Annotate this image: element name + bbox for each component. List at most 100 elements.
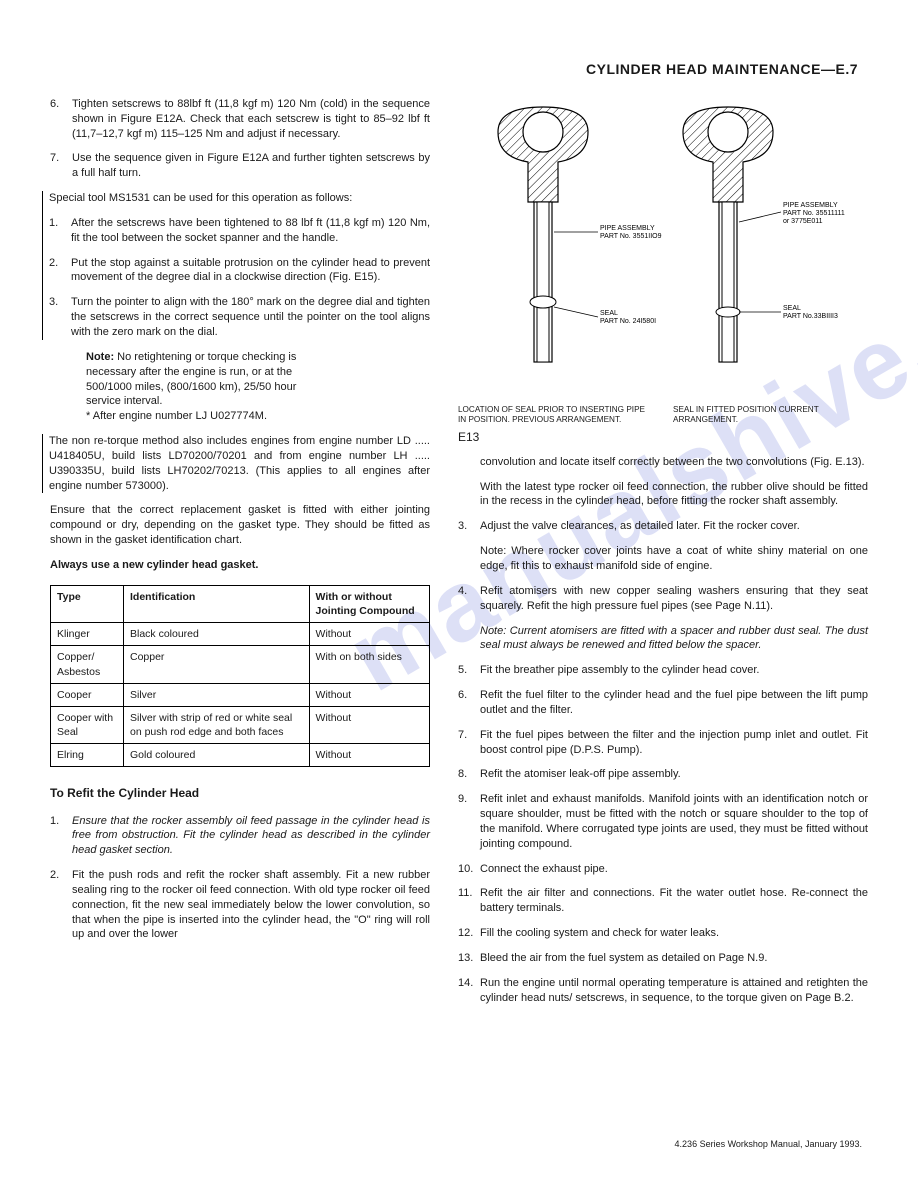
item-num: 6. <box>50 97 72 142</box>
item-text: Use the sequence given in Figure E12A an… <box>72 151 430 181</box>
note-label: Note: <box>86 351 114 363</box>
item-num: 8. <box>458 767 480 782</box>
item-text: Tighten setscrews to 88lbf ft (11,8 kgf … <box>72 97 430 142</box>
item-num: 10. <box>458 862 480 877</box>
right-column: PIPE ASSEMBLY PART No. 3551IIO9 SEAL PAR… <box>458 97 868 1016</box>
cell: Cooper with Seal <box>51 706 124 743</box>
cell: Without <box>309 744 429 767</box>
cell: Copper/ Asbestos <box>51 646 124 683</box>
item-num: 3. <box>458 519 480 534</box>
label-left-seal: SEAL <box>600 310 618 317</box>
note-block: Note: No retightening or torque checking… <box>50 350 430 424</box>
item-num: 1. <box>49 216 71 246</box>
figure-id: E13 <box>458 429 868 445</box>
list-right: 3.Adjust the valve clearances, as detail… <box>458 519 868 534</box>
list-tighten: 6.Tighten setscrews to 88lbf ft (11,8 kg… <box>50 97 430 181</box>
figure-e13: PIPE ASSEMBLY PART No. 3551IIO9 SEAL PAR… <box>458 97 868 397</box>
cell: Copper <box>123 646 309 683</box>
figure-captions: LOCATION OF SEAL PRIOR TO INSERTING PIPE… <box>458 405 868 425</box>
caption-left: LOCATION OF SEAL PRIOR TO INSERTING PIPE… <box>458 405 653 425</box>
note-line: necessary after the engine is run, or at… <box>86 365 430 380</box>
item-text: Refit atomisers with new copper sealing … <box>480 584 868 614</box>
cell: Gold coloured <box>123 744 309 767</box>
item-num: 1. <box>50 814 72 859</box>
col-type: Type <box>51 585 124 622</box>
item-num: 3. <box>49 295 71 340</box>
cell: Black coloured <box>123 623 309 646</box>
table-row: Copper/ Asbestos Copper With on both sid… <box>51 646 430 683</box>
item-num: 12. <box>458 926 480 941</box>
item-num: 7. <box>458 728 480 758</box>
page-title: CYLINDER HEAD MAINTENANCE—E.7 <box>50 60 858 79</box>
label-left-pipe: PIPE ASSEMBLY <box>600 225 655 232</box>
cell: Without <box>309 683 429 706</box>
list-tool-steps: 1.After the setscrews have been tightene… <box>49 216 430 340</box>
pipe-diagram-svg: PIPE ASSEMBLY PART No. 3551IIO9 SEAL PAR… <box>458 97 848 397</box>
col-compound: With or without Jointing Compound <box>309 585 429 622</box>
item-text: Fill the cooling system and check for wa… <box>480 926 868 941</box>
non-retorque-paragraph: The non re-torque method also includes e… <box>49 434 430 493</box>
note-line: No retightening or torque checking is <box>117 351 296 363</box>
item-text: After the setscrews have been tightened … <box>71 216 430 246</box>
note-line: 500/1000 miles, (800/1600 km), 25/50 hou… <box>86 380 430 395</box>
item-text: Turn the pointer to align with the 180° … <box>71 295 430 340</box>
item-num: 4. <box>458 584 480 614</box>
cell: Klinger <box>51 623 124 646</box>
item-num: 2. <box>49 256 71 286</box>
refit-heading: To Refit the Cylinder Head <box>50 785 430 801</box>
item-text: Ensure that the rocker assembly oil feed… <box>72 814 430 859</box>
item-num: 6. <box>458 688 480 718</box>
item-num: 9. <box>458 792 480 851</box>
item-text: Refit the fuel filter to the cylinder he… <box>480 688 868 718</box>
table-row: Klinger Black coloured Without <box>51 623 430 646</box>
cell: Elring <box>51 744 124 767</box>
item-text: Refit the air filter and connections. Fi… <box>480 886 868 916</box>
item-num: 13. <box>458 951 480 966</box>
item-text: Bleed the air from the fuel system as de… <box>480 951 868 966</box>
item-text: Put the stop against a suitable protrusi… <box>71 256 430 286</box>
item-text: Fit the fuel pipes between the filter an… <box>480 728 868 758</box>
item-text: Adjust the valve clearances, as detailed… <box>480 519 868 534</box>
cell: Cooper <box>51 683 124 706</box>
label-right-pipe: PIPE ASSEMBLY <box>783 202 838 209</box>
item-text: Fit the breather pipe assembly to the cy… <box>480 663 868 678</box>
note-line: * After engine number LJ U027774M. <box>86 409 430 424</box>
gasket-table: Type Identification With or without Join… <box>50 585 430 768</box>
table-row: Elring Gold coloured Without <box>51 744 430 767</box>
item-num: 11. <box>458 886 480 916</box>
always-new-gasket: Always use a new cylinder head gasket. <box>50 558 430 573</box>
svg-text:or 3775E011: or 3775E011 <box>783 218 823 225</box>
continued-text-a: convolution and locate itself correctly … <box>458 455 868 470</box>
footer-text: 4.236 Series Workshop Manual, January 19… <box>675 1138 862 1150</box>
svg-text:PART No. 3551IIO9: PART No. 3551IIO9 <box>600 233 662 240</box>
cell: Without <box>309 623 429 646</box>
item-text: Run the engine until normal operating te… <box>480 976 868 1006</box>
note-after-4: Note: Current atomisers are fitted with … <box>458 624 868 654</box>
item-num: 5. <box>458 663 480 678</box>
col-identification: Identification <box>123 585 309 622</box>
svg-text:PART No.33BIIII3: PART No.33BIIII3 <box>783 313 838 320</box>
table-row: Cooper with Seal Silver with strip of re… <box>51 706 430 743</box>
item-text: Fit the push rods and refit the rocker s… <box>72 868 430 942</box>
cell: Silver <box>123 683 309 706</box>
note-line: service interval. <box>86 394 430 409</box>
item-text: Refit inlet and exhaust manifolds. Manif… <box>480 792 868 851</box>
left-column: 6.Tighten setscrews to 88lbf ft (11,8 kg… <box>50 97 430 1016</box>
svg-text:PART No. 35511111: PART No. 35511111 <box>783 210 845 217</box>
caption-right: SEAL IN FITTED POSITION CURRENT ARRANGEM… <box>673 405 868 425</box>
svg-text:PART No. 24I580I: PART No. 24I580I <box>600 318 656 325</box>
cell: With on both sides <box>309 646 429 683</box>
item-text: Connect the exhaust pipe. <box>480 862 868 877</box>
table-row: Cooper Silver Without <box>51 683 430 706</box>
item-num: 14. <box>458 976 480 1006</box>
item-num: 7. <box>50 151 72 181</box>
cell: Silver with strip of red or white seal o… <box>123 706 309 743</box>
cell: Without <box>309 706 429 743</box>
item-num: 2. <box>50 868 72 942</box>
special-tool-intro: Special tool MS1531 can be used for this… <box>49 191 430 206</box>
ensure-gasket-paragraph: Ensure that the correct replacement gask… <box>50 503 430 548</box>
continued-text-b: With the latest type rocker oil feed con… <box>458 480 868 510</box>
list-refit: 1. Ensure that the rocker assembly oil f… <box>50 814 430 943</box>
label-right-seal: SEAL <box>783 305 801 312</box>
note-after-3: Note: Where rocker cover joints have a c… <box>458 544 868 574</box>
